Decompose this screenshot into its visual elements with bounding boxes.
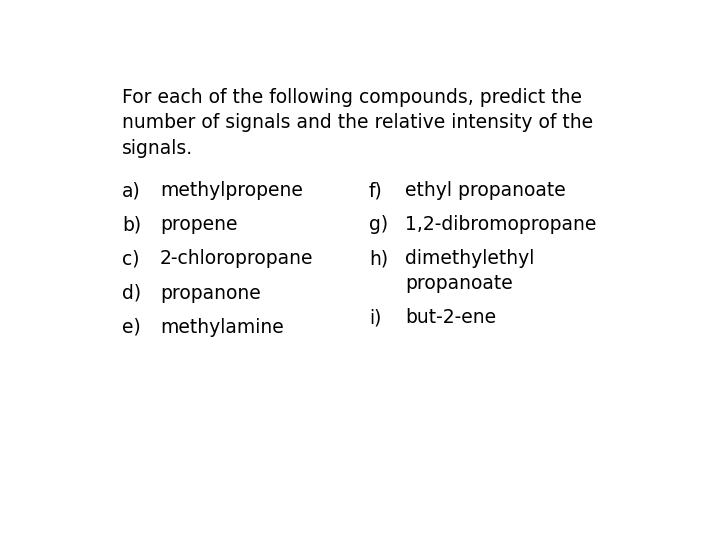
Text: dimethylethyl: dimethylethyl — [405, 249, 535, 268]
Text: i): i) — [369, 308, 382, 327]
Text: propene: propene — [160, 215, 238, 234]
Text: propanone: propanone — [160, 284, 261, 302]
Text: 2-chloropropane: 2-chloropropane — [160, 249, 313, 268]
Text: number of signals and the relative intensity of the: number of signals and the relative inten… — [122, 113, 593, 132]
Text: signals.: signals. — [122, 139, 194, 158]
Text: For each of the following compounds, predict the: For each of the following compounds, pre… — [122, 87, 582, 107]
Text: h): h) — [369, 249, 388, 268]
Text: d): d) — [122, 284, 142, 302]
Text: f): f) — [369, 181, 383, 200]
Text: c): c) — [122, 249, 140, 268]
Text: propanoate: propanoate — [405, 274, 513, 293]
Text: but-2-ene: but-2-ene — [405, 308, 496, 327]
Text: g): g) — [369, 215, 388, 234]
Text: methylamine: methylamine — [160, 318, 284, 336]
Text: b): b) — [122, 215, 142, 234]
Text: a): a) — [122, 181, 141, 200]
Text: e): e) — [122, 318, 141, 336]
Text: 1,2-dibromopropane: 1,2-dibromopropane — [405, 215, 597, 234]
Text: methylpropene: methylpropene — [160, 181, 302, 200]
Text: ethyl propanoate: ethyl propanoate — [405, 181, 566, 200]
